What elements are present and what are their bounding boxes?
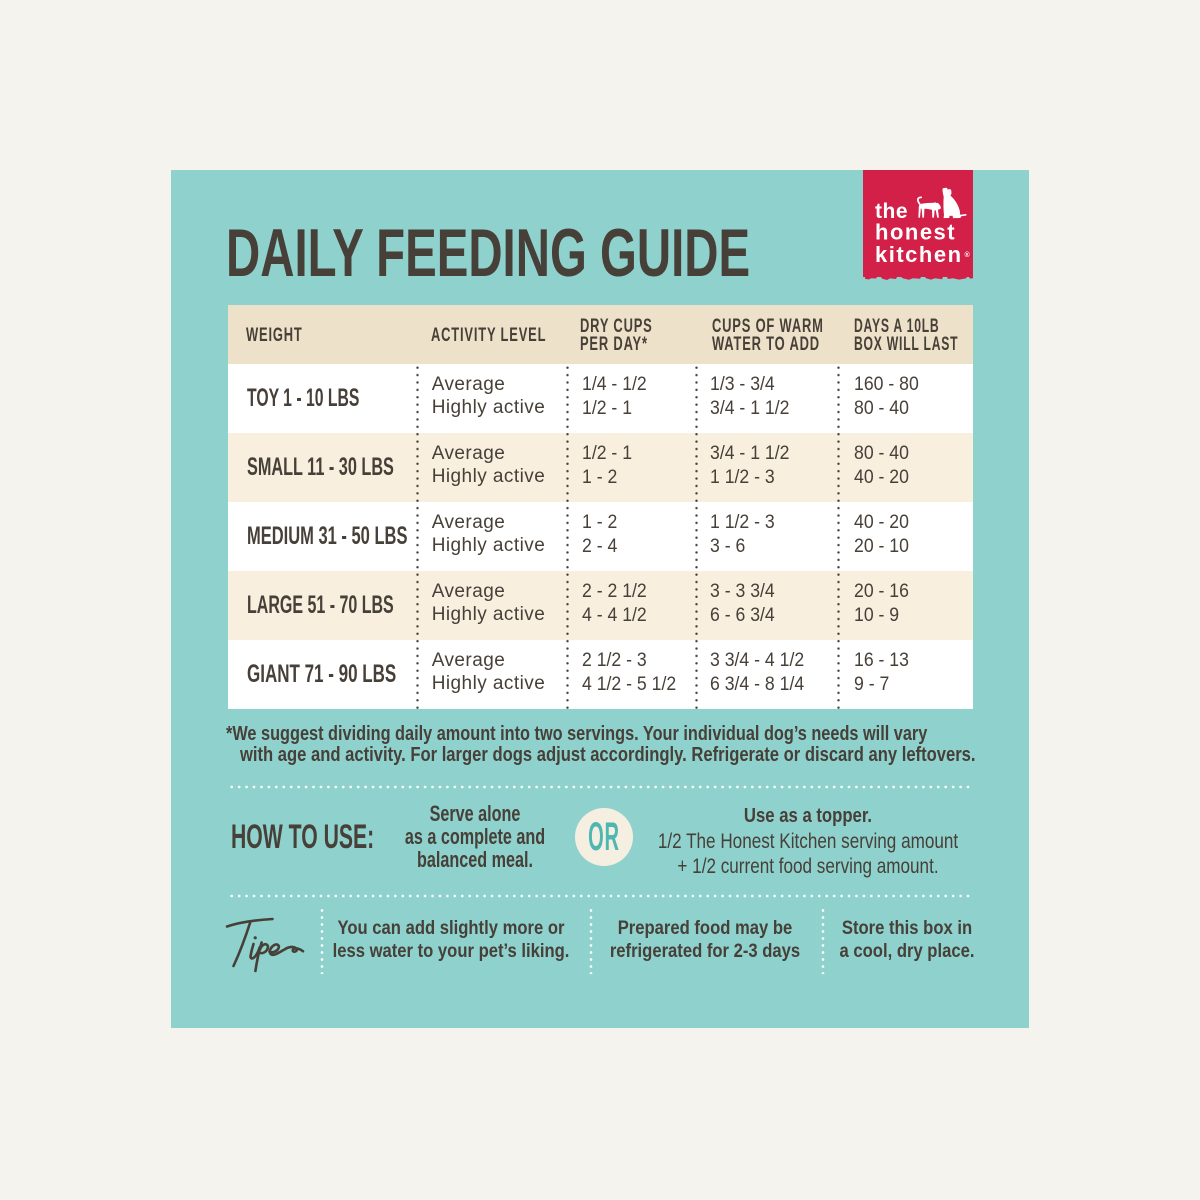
svg-text:the: the <box>875 200 908 223</box>
svg-text:honest: honest <box>875 220 956 245</box>
svg-text:®: ® <box>965 251 971 259</box>
svg-text:kitchen: kitchen <box>875 242 963 267</box>
